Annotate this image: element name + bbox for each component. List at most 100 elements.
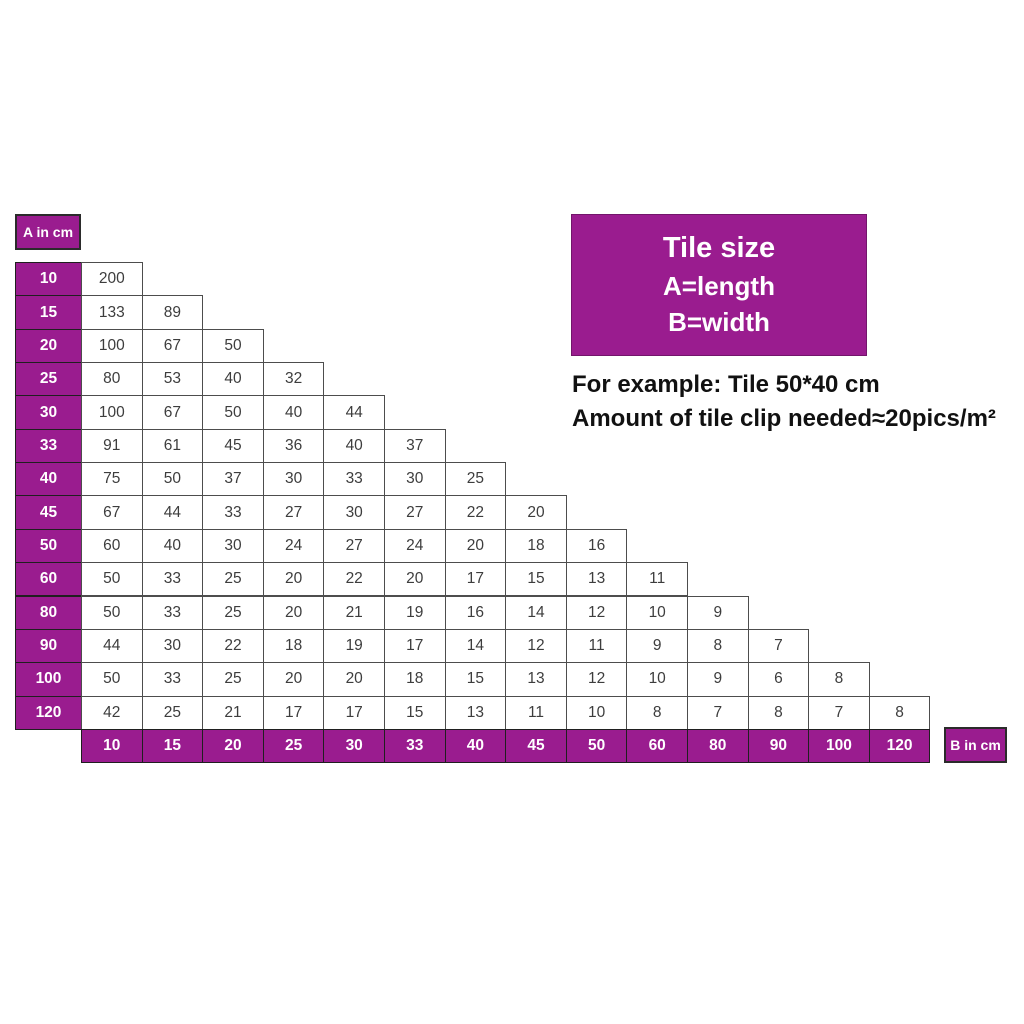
value-cell-a60-b45: 15 (505, 562, 567, 597)
value-cell-a20-b20: 50 (202, 328, 264, 364)
value-cell-a40-b33: 30 (384, 462, 446, 497)
value-cell-a33-b33: 37 (384, 428, 446, 464)
value-cell-a45-b10: 67 (81, 495, 143, 530)
a-header-90: 90 (15, 628, 82, 664)
value-cell-a50-b15: 40 (141, 528, 204, 564)
value-cell-a80-b20: 25 (202, 595, 264, 630)
value-cell-a80-b50: 12 (565, 595, 628, 630)
a-header-25: 25 (15, 362, 82, 397)
value-cell-a120-b40: 13 (444, 695, 507, 730)
value-cell-a90-b20: 22 (202, 628, 264, 664)
b-header-40: 40 (444, 728, 507, 764)
value-cell-a45-b15: 44 (141, 495, 204, 530)
value-cell-a100-b60: 10 (626, 662, 688, 697)
value-cell-a90-b40: 14 (444, 628, 507, 664)
a-header-15: 15 (15, 295, 82, 330)
a-header-50: 50 (15, 528, 82, 564)
value-cell-a50-b30: 27 (323, 528, 385, 564)
value-cell-a40-b40: 25 (444, 462, 507, 497)
value-cell-a80-b10: 50 (81, 595, 143, 630)
value-cell-a50-b50: 16 (565, 528, 628, 564)
value-cell-a60-b20: 25 (202, 562, 264, 597)
value-cell-a120-b80: 7 (687, 695, 749, 730)
value-cell-a25-b10: 80 (81, 362, 143, 397)
b-header-25: 25 (262, 728, 325, 764)
value-cell-a90-b15: 30 (141, 628, 204, 664)
a-header-33: 33 (15, 428, 82, 464)
b-header-120: 120 (868, 728, 931, 764)
value-cell-a50-b20: 30 (202, 528, 264, 564)
value-cell-a120-b33: 15 (384, 695, 446, 730)
value-cell-a120-b45: 11 (505, 695, 567, 730)
b-header-20: 20 (202, 728, 264, 764)
value-cell-a120-b10: 42 (81, 695, 143, 730)
value-cell-a60-b33: 20 (384, 562, 446, 597)
b-header-30: 30 (323, 728, 385, 764)
value-cell-a60-b25: 20 (262, 562, 325, 597)
value-cell-a45-b20: 33 (202, 495, 264, 530)
value-cell-a60-b40: 17 (444, 562, 507, 597)
value-cell-a100-b90: 6 (747, 662, 810, 697)
value-cell-a100-b50: 12 (565, 662, 628, 697)
value-cell-a100-b25: 20 (262, 662, 325, 697)
value-cell-a45-b40: 22 (444, 495, 507, 530)
value-cell-a30-b15: 67 (141, 395, 204, 430)
legend-a-definition: A=length (663, 271, 775, 302)
value-cell-a90-b90: 7 (747, 628, 810, 664)
value-cell-a50-b40: 20 (444, 528, 507, 564)
value-cell-a45-b25: 27 (262, 495, 325, 530)
value-cell-a60-b30: 22 (323, 562, 385, 597)
value-cell-a30-b30: 44 (323, 395, 385, 430)
value-cell-a40-b30: 33 (323, 462, 385, 497)
b-header-15: 15 (141, 728, 204, 764)
value-cell-a80-b45: 14 (505, 595, 567, 630)
value-cell-a120-b25: 17 (262, 695, 325, 730)
legend-b-definition: B=width (668, 307, 770, 338)
value-cell-a120-b100: 7 (808, 695, 870, 730)
b-header-10: 10 (81, 728, 143, 764)
value-cell-a80-b40: 16 (444, 595, 507, 630)
value-cell-a90-b50: 11 (565, 628, 628, 664)
value-cell-a90-b60: 9 (626, 628, 688, 664)
value-cell-a100-b40: 15 (444, 662, 507, 697)
a-header-100: 100 (15, 662, 82, 697)
a-header-45: 45 (15, 495, 82, 530)
value-cell-a80-b80: 9 (687, 595, 749, 630)
b-header-33: 33 (384, 728, 446, 764)
value-cell-a60-b50: 13 (565, 562, 628, 597)
value-cell-a30-b25: 40 (262, 395, 325, 430)
value-cell-a80-b30: 21 (323, 595, 385, 630)
value-cell-a40-b20: 37 (202, 462, 264, 497)
value-cell-a120-b120: 8 (868, 695, 931, 730)
value-cell-a100-b30: 20 (323, 662, 385, 697)
b-header-60: 60 (626, 728, 688, 764)
value-cell-a120-b90: 8 (747, 695, 810, 730)
value-cell-a50-b45: 18 (505, 528, 567, 564)
value-cell-a33-b30: 40 (323, 428, 385, 464)
value-cell-a40-b10: 75 (81, 462, 143, 497)
a-header-80: 80 (15, 595, 82, 630)
a-header-40: 40 (15, 462, 82, 497)
example-line-1: For example: Tile 50*40 cm (572, 371, 880, 398)
value-cell-a25-b15: 53 (141, 362, 204, 397)
value-cell-a100-b20: 25 (202, 662, 264, 697)
value-cell-a33-b15: 61 (141, 428, 204, 464)
value-cell-a45-b33: 27 (384, 495, 446, 530)
value-cell-a100-b45: 13 (505, 662, 567, 697)
value-cell-a10-b10: 200 (81, 262, 143, 297)
value-cell-a40-b25: 30 (262, 462, 325, 497)
value-cell-a80-b25: 20 (262, 595, 325, 630)
value-cell-a30-b10: 100 (81, 395, 143, 430)
value-cell-a80-b60: 10 (626, 595, 688, 630)
value-cell-a60-b60: 11 (626, 562, 688, 597)
value-cell-a33-b20: 45 (202, 428, 264, 464)
b-header-50: 50 (565, 728, 628, 764)
value-cell-a90-b80: 8 (687, 628, 749, 664)
a-header-20: 20 (15, 328, 82, 364)
value-cell-a100-b100: 8 (808, 662, 870, 697)
b-header-90: 90 (747, 728, 810, 764)
value-cell-a60-b15: 33 (141, 562, 204, 597)
a-axis-label: A in cm (15, 214, 81, 250)
b-axis-label: B in cm (944, 727, 1007, 763)
